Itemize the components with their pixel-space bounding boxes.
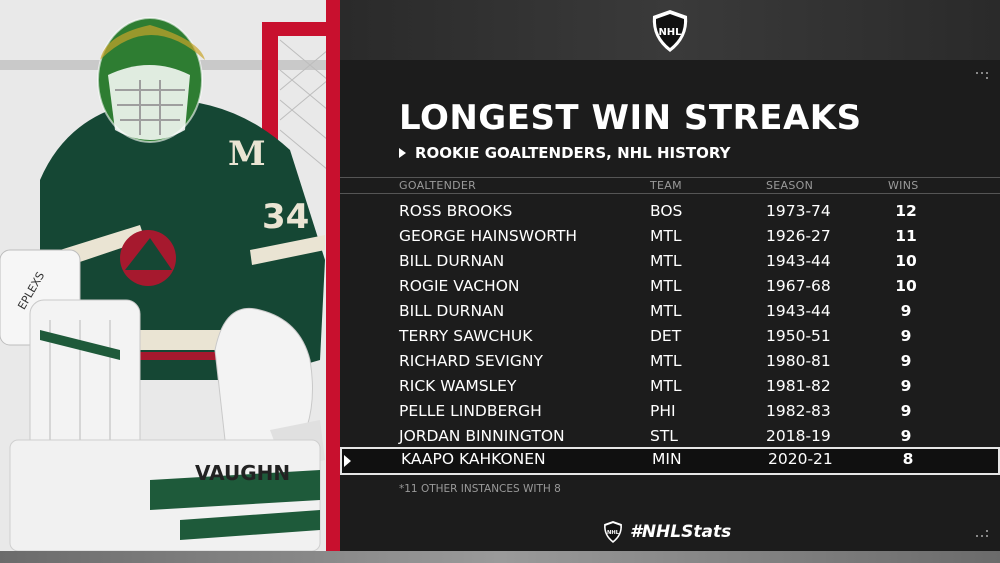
hashtag-text: #NHLStats (630, 522, 732, 542)
table-row: ROSS BROOKS BOS 1973-74 12 (340, 199, 1000, 224)
cell-wins: 9 (900, 352, 912, 370)
cell-goaltender: TERRY SAWCHUK (399, 327, 533, 345)
cell-team: PHI (650, 402, 676, 420)
pad-brand: VAUGHN (195, 461, 290, 485)
cell-season: 1967-68 (766, 277, 831, 295)
subtitle-text: ROOKIE GOALTENDERS, NHL HISTORY (415, 144, 731, 162)
corner-dots-icon (976, 72, 988, 82)
cell-team: MTL (650, 252, 682, 270)
table-row: GEORGE HAINSWORTH MTL 1926-27 11 (340, 224, 1000, 249)
cell-team: DET (650, 327, 682, 345)
cell-wins: 9 (900, 402, 912, 420)
cell-season: 1943-44 (766, 302, 831, 320)
goalie-photo: M 34 EPLEXS VAUGHN (0, 0, 340, 551)
column-header-season: SEASON (766, 179, 814, 192)
table-row-highlighted: KAAPO KAHKONEN MIN 2020-21 8 (340, 447, 1000, 475)
cell-goaltender: RICHARD SEVIGNY (399, 352, 543, 370)
nhl-shield-icon: NHL (652, 10, 688, 52)
footnote: *11 OTHER INSTANCES WITH 8 (399, 483, 561, 495)
cell-goaltender: GEORGE HAINSWORTH (399, 227, 578, 245)
svg-text:NHL: NHL (607, 530, 620, 536)
cell-wins: 12 (895, 202, 917, 220)
jersey-letter: M (228, 134, 266, 174)
cell-team: STL (650, 427, 678, 445)
cell-team: MTL (650, 277, 682, 295)
table-row: RICHARD SEVIGNY MTL 1980-81 9 (340, 349, 1000, 374)
table-row: TERRY SAWCHUK DET 1950-51 9 (340, 324, 1000, 349)
footer-hashtag: NHL #NHLStats (602, 520, 731, 544)
cell-wins: 9 (900, 427, 912, 445)
bottom-strip (0, 551, 1000, 563)
cell-season: 1950-51 (766, 327, 831, 345)
divider (340, 177, 1000, 178)
cell-goaltender: KAAPO KAHKONEN (401, 450, 546, 468)
top-bar: NHL (340, 0, 1000, 60)
cell-season: 1980-81 (766, 352, 831, 370)
cell-goaltender: ROGIE VACHON (399, 277, 520, 295)
cell-wins: 9 (900, 327, 912, 345)
goalie-illustration: M 34 EPLEXS VAUGHN (0, 0, 340, 551)
cell-season: 1981-82 (766, 377, 831, 395)
table-row: BILL DURNAN MTL 1943-44 9 (340, 299, 1000, 324)
column-header-team: TEAM (650, 179, 682, 192)
cell-season: 2018-19 (766, 427, 831, 445)
corner-dots-icon (976, 530, 988, 540)
cell-wins: 11 (895, 227, 917, 245)
cell-season: 1926-27 (766, 227, 831, 245)
cell-wins: 9 (900, 302, 912, 320)
cell-wins: 10 (895, 277, 917, 295)
column-header-goaltender: GOALTENDER (399, 179, 477, 192)
cell-goaltender: JORDAN BINNINGTON (399, 427, 565, 445)
cell-team: MTL (650, 227, 682, 245)
cell-goaltender: PELLE LINDBERGH (399, 402, 542, 420)
table-row: ROGIE VACHON MTL 1967-68 10 (340, 274, 1000, 299)
nhl-shield-icon: NHL (604, 521, 622, 543)
cell-wins: 9 (900, 377, 912, 395)
cell-team: MTL (650, 302, 682, 320)
cell-wins: 10 (895, 252, 917, 270)
column-header-wins: WINS (888, 179, 919, 192)
cell-goaltender: BILL DURNAN (399, 302, 505, 320)
cell-season: 1943-44 (766, 252, 831, 270)
table-row: RICK WAMSLEY MTL 1981-82 9 (340, 374, 1000, 399)
page-title: LONGEST WIN STREAKS (399, 98, 862, 138)
highlight-arrow-icon (344, 455, 351, 467)
cell-goaltender: RICK WAMSLEY (399, 377, 517, 395)
cell-season: 2020-21 (768, 450, 833, 468)
stats-panel: NHL LONGEST WIN STREAKS ROOKIE GOALTENDE… (340, 0, 1000, 551)
cell-team: MIN (652, 450, 682, 468)
cell-goaltender: BILL DURNAN (399, 252, 505, 270)
table-row: JORDAN BINNINGTON STL 2018-19 9 (340, 424, 1000, 449)
divider (340, 193, 1000, 194)
page-subtitle: ROOKIE GOALTENDERS, NHL HISTORY (399, 144, 730, 162)
cell-team: MTL (650, 377, 682, 395)
cell-team: MTL (650, 352, 682, 370)
cell-team: BOS (650, 202, 683, 220)
cell-season: 1973-74 (766, 202, 831, 220)
jersey-number: 34 (262, 197, 309, 237)
table-row: BILL DURNAN MTL 1943-44 10 (340, 249, 1000, 274)
triangle-icon (399, 147, 406, 158)
cell-wins: 8 (902, 450, 914, 468)
cell-season: 1982-83 (766, 402, 831, 420)
svg-text:NHL: NHL (658, 27, 682, 38)
cell-goaltender: ROSS BROOKS (399, 202, 513, 220)
table-row: PELLE LINDBERGH PHI 1982-83 9 (340, 399, 1000, 424)
